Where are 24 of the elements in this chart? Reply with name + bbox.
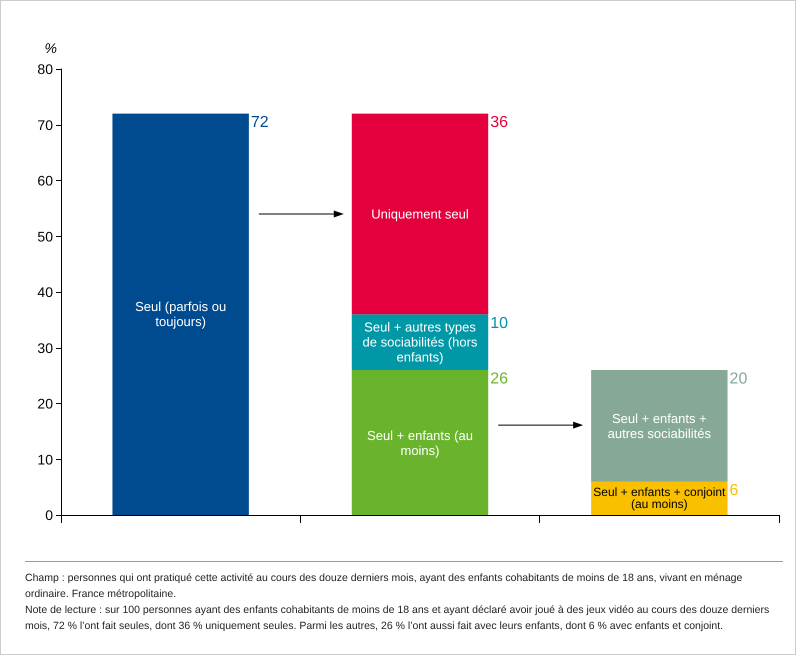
data-label: 26: [490, 370, 508, 388]
series-label: Seul + enfants + conjoint (au moins): [592, 485, 726, 512]
data-label: 10: [490, 314, 508, 332]
y-tick-label: 80: [37, 61, 54, 77]
series-label: Seul + autres types de sociabilités (hors enfants): [362, 320, 478, 365]
data-label: 36: [490, 114, 508, 132]
y-tick-label: 40: [37, 284, 54, 300]
y-tick-label: 60: [37, 172, 54, 188]
y-tick-label: 20: [37, 396, 54, 412]
data-label: 20: [730, 370, 748, 388]
series-label: Seul + enfants (au moins): [366, 428, 474, 458]
y-tick-label: 70: [37, 116, 54, 133]
data-label: 72: [250, 114, 269, 132]
y-axis-title: %: [44, 40, 57, 56]
y-tick-label: 10: [37, 451, 54, 468]
data-label: 6: [730, 482, 739, 500]
y-tick-label: 30: [37, 340, 54, 356]
series-label: Uniquement seul: [370, 206, 470, 222]
series-label: Seul (parfois ou toujours): [134, 299, 228, 330]
y-tick-label: 0: [45, 507, 54, 523]
text: Champ : personnes qui ont pratiqué cette activité au cours des douze derniers mois, ayant des enfants cohabitants de moins de 18 ans, vivant en ménage ordinaire. France métropolitaine.: [25, 571, 744, 602]
y-tick-label: 50: [37, 228, 54, 244]
text: Note de lecture : sur 100 personnes ayant des enfants cohabitants de moins de 18 ans et ayant déclaré avoir joué à des jeux vidéo au cours des douze derniers mois, 72 % l’ont fait seules, dont 36 % uniquement seules. Parmi les autres, 26 % l’ont aussi fait avec leurs enfants, dont 6 % avec enfants et conjoint.: [25, 603, 770, 634]
series-label: Seul + enfants + autres sociabilités: [606, 410, 712, 441]
